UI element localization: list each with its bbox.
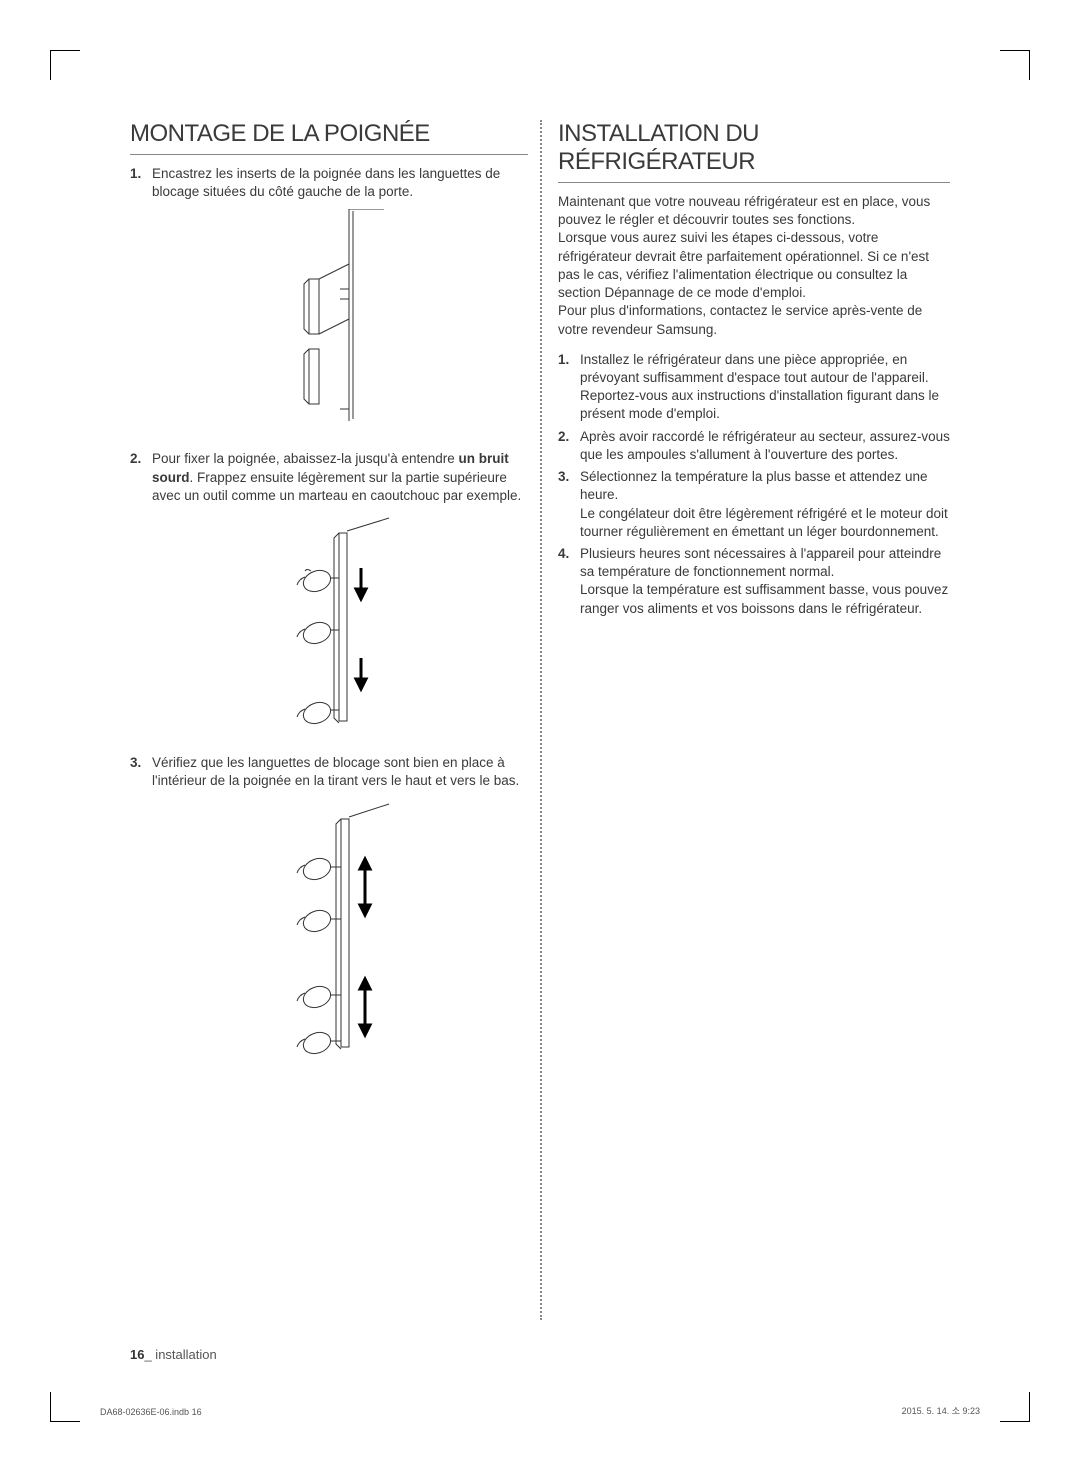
step-number: 3. bbox=[558, 468, 580, 541]
step-text: Pour fixer la poignée, abaissez-la jusqu… bbox=[152, 450, 528, 505]
crop-mark-bl bbox=[50, 1392, 80, 1422]
figure-2 bbox=[130, 513, 528, 738]
step-text: Sélectionnez la température la plus bass… bbox=[580, 468, 950, 541]
page-label: _ installation bbox=[144, 1347, 216, 1362]
crop-mark-tl bbox=[50, 50, 80, 80]
footer-timestamp: 2015. 5. 14. 소 9:23 bbox=[902, 1404, 980, 1417]
left-step-3: 3. Vérifiez que les languettes de blocag… bbox=[130, 754, 528, 790]
right-column: INSTALLATION DU RÉFRIGÉRATEUR Maintenant… bbox=[540, 120, 950, 1320]
text-before: Pour fixer la poignée, abaissez-la jusqu… bbox=[152, 451, 459, 466]
step-text: Encastrez les inserts de la poignée dans… bbox=[152, 165, 528, 201]
right-step-1: 1. Installez le réfrigérateur dans une p… bbox=[558, 351, 950, 424]
page-number: 16 bbox=[130, 1347, 144, 1362]
step-number: 1. bbox=[130, 165, 152, 201]
step-number: 2. bbox=[558, 428, 580, 464]
step-text: Installez le réfrigérateur dans une pièc… bbox=[580, 351, 950, 424]
step-text: Vérifiez que les languettes de blocage s… bbox=[152, 754, 528, 790]
footer-doc-ref: DA68-02636E-06.indb 16 bbox=[100, 1407, 202, 1417]
intro-paragraph: Maintenant que votre nouveau réfrigérate… bbox=[558, 193, 950, 339]
crop-mark-tr bbox=[1000, 50, 1030, 80]
step-number: 1. bbox=[558, 351, 580, 424]
figure-3 bbox=[130, 799, 528, 1064]
text-after: . Frappez ensuite légèrement sur la part… bbox=[152, 470, 521, 503]
heading-montage: MONTAGE DE LA POIGNÉE bbox=[130, 120, 528, 155]
left-step-2: 2. Pour fixer la poignée, abaissez-la ju… bbox=[130, 450, 528, 505]
step-text: Plusieurs heures sont nécessaires à l'ap… bbox=[580, 545, 950, 618]
right-step-3: 3. Sélectionnez la température la plus b… bbox=[558, 468, 950, 541]
heading-installation: INSTALLATION DU RÉFRIGÉRATEUR bbox=[558, 120, 950, 183]
step-text: Après avoir raccordé le réfrigérateur au… bbox=[580, 428, 950, 464]
step-number: 4. bbox=[558, 545, 580, 618]
step-number: 3. bbox=[130, 754, 152, 790]
step-number: 2. bbox=[130, 450, 152, 505]
right-step-2: 2. Après avoir raccordé le réfrigérateur… bbox=[558, 428, 950, 464]
footer-page: 16_ installation bbox=[130, 1347, 217, 1362]
left-column: MONTAGE DE LA POIGNÉE 1. Encastrez les i… bbox=[130, 120, 540, 1320]
left-step-1: 1. Encastrez les inserts de la poignée d… bbox=[130, 165, 528, 201]
crop-mark-br bbox=[1000, 1392, 1030, 1422]
right-step-4: 4. Plusieurs heures sont nécessaires à l… bbox=[558, 545, 950, 618]
page-content: MONTAGE DE LA POIGNÉE 1. Encastrez les i… bbox=[130, 120, 950, 1320]
figure-1 bbox=[130, 209, 528, 434]
